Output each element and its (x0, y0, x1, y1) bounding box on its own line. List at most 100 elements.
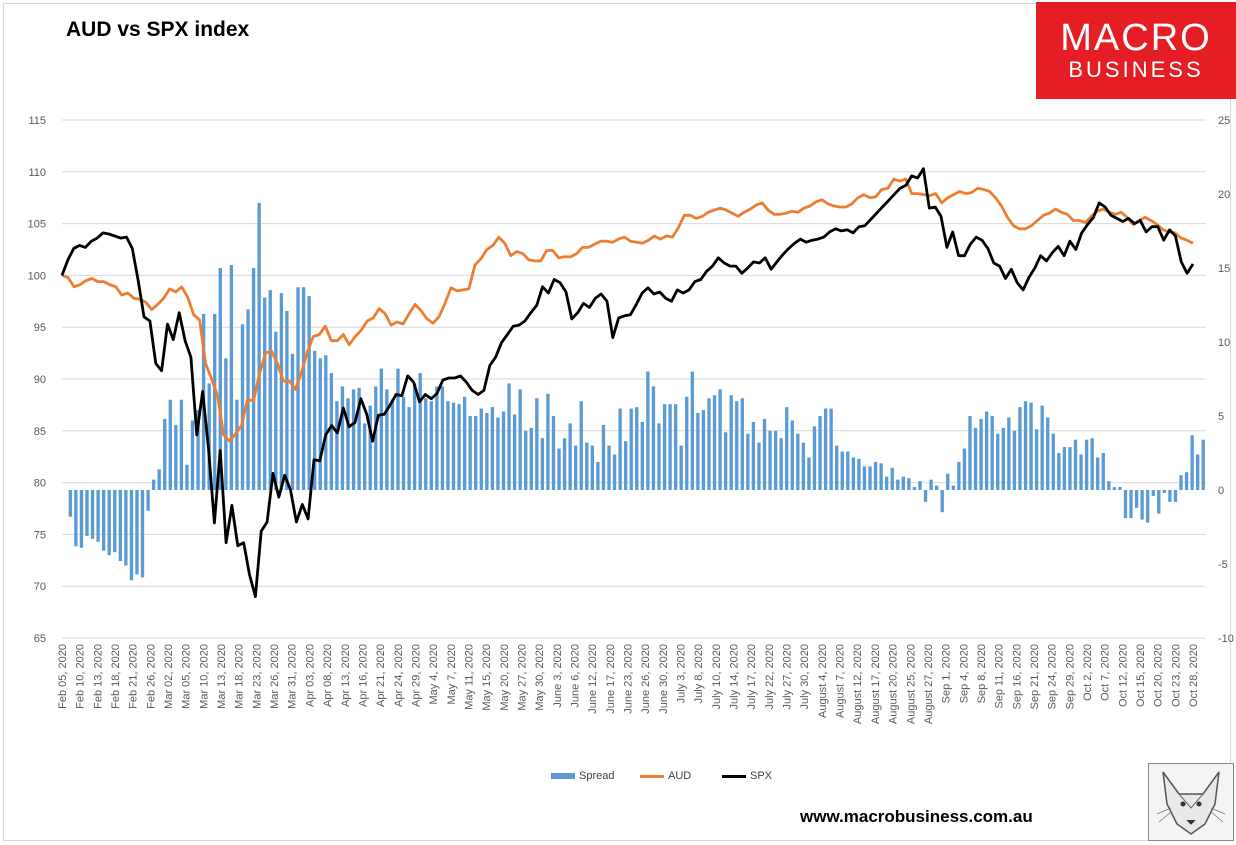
spread-bar (979, 418, 983, 490)
spread-bar (1173, 490, 1178, 502)
spread-bar (235, 399, 239, 490)
left-axis-tick-label: 95 (34, 322, 46, 334)
spread-bar (918, 481, 922, 490)
spread-bar (751, 421, 756, 490)
legend-spread-label: Spread (579, 770, 615, 782)
spread-bar (285, 310, 289, 490)
spread-bar (585, 442, 589, 490)
x-axis-date-label: August 12, 2020 (852, 644, 864, 724)
x-axis-date-label: June 12, 2020 (587, 644, 599, 714)
x-axis-date-label: June 23, 2020 (623, 644, 635, 714)
x-axis-date-label: Sep 1, 2020 (941, 644, 953, 703)
x-axis-date-label: May 11, 2020 (463, 644, 475, 710)
spread-bar (1196, 454, 1200, 490)
spx-line (60, 167, 1195, 598)
spread-bar (1146, 490, 1150, 523)
spread-bar (174, 424, 178, 490)
right-axis-tick-label: 10 (1218, 337, 1230, 349)
spread-bar (574, 445, 578, 490)
spread-bar (590, 445, 595, 490)
spread-bar (723, 432, 728, 490)
spread-bar (451, 402, 456, 490)
spread-bar (968, 416, 972, 490)
spread-bar (868, 466, 872, 490)
spread-bar (951, 485, 955, 490)
spread-bar (196, 410, 200, 490)
spread-bar (801, 442, 806, 490)
x-axis-date-label: June 6, 2020 (569, 644, 581, 708)
x-axis-date-label: May 15, 2020 (481, 644, 493, 711)
x-axis-date-label: July 3, 2020 (676, 644, 688, 703)
x-axis-date-label: Mar 23, 2020 (251, 644, 263, 709)
legend-spread: Spread (551, 770, 614, 782)
spread-bar (740, 398, 744, 490)
spread-bar (418, 373, 422, 490)
spread-bar (662, 404, 667, 490)
legend-aud: AUD (640, 770, 691, 782)
x-axis-date-label: July 27, 2020 (782, 644, 794, 709)
spread-bar (1079, 454, 1083, 490)
spread-bar (551, 416, 556, 490)
spread-bar (401, 396, 406, 490)
x-axis-date-label: Feb 21, 2020 (128, 644, 140, 709)
legend-aud-label: AUD (668, 770, 692, 782)
spread-bar (829, 408, 833, 490)
spread-bar (318, 358, 322, 490)
right-axis-tick-label: -10 (1218, 633, 1234, 645)
legend-aud-swatch (640, 774, 664, 778)
x-axis-date-label: Mar 31, 2020 (287, 644, 299, 709)
spread-bar (290, 353, 295, 490)
fox-icon (1156, 771, 1226, 835)
left-axis-tick-label: 85 (34, 426, 46, 438)
spread-bar (1179, 475, 1183, 490)
spread-bar (1018, 407, 1022, 490)
spread-bar (357, 387, 361, 490)
spread-bar (773, 430, 778, 490)
spread-bar (440, 386, 445, 490)
spread-bar (1084, 439, 1089, 490)
spread-bar (1029, 402, 1033, 490)
spread-bar (557, 448, 561, 490)
spread-bar (512, 414, 517, 490)
x-axis-date-label: July 14, 2020 (729, 644, 741, 709)
spread-bar (79, 490, 84, 548)
spread-bar (1001, 427, 1005, 490)
spread-bar (790, 420, 794, 490)
spread-bar (1090, 438, 1094, 490)
chart-title: AUD vs SPX index (66, 18, 250, 41)
spread-bar (996, 433, 1000, 490)
spread-bar (457, 404, 461, 490)
spread-bar (1101, 453, 1105, 490)
spread-bar (1184, 472, 1189, 490)
x-axis-date-label: Mar 18, 2020 (234, 644, 246, 709)
x-axis-date-label: May 4, 2020 (428, 644, 440, 705)
spread-bar (901, 476, 906, 490)
spread-bar (629, 408, 633, 490)
spread-bar (1168, 490, 1172, 502)
spread-bar (757, 442, 761, 490)
spread-bar (68, 490, 72, 517)
x-axis-date-label: Feb 05, 2020 (57, 644, 69, 709)
left-axis-tick-label: 70 (34, 581, 46, 593)
x-axis-date-label: May 30, 2020 (534, 644, 546, 711)
spread-bar (279, 293, 284, 490)
logo-line-2: BUSINESS (1068, 57, 1204, 82)
right-axis-tick-label: 20 (1218, 189, 1230, 201)
spread-bar (823, 408, 828, 490)
x-axis-date-label: June 30, 2020 (658, 644, 670, 714)
spread-bar (1112, 487, 1117, 490)
spread-bar (934, 485, 939, 490)
x-axis-date-label: Oct 2, 2020 (1082, 644, 1094, 701)
spread-bar (446, 401, 450, 490)
x-axis-date-label: Feb 13, 2020 (92, 644, 104, 709)
spread-bar (257, 202, 261, 490)
spread-bar (946, 473, 950, 490)
spread-bar (1157, 490, 1161, 514)
x-axis-date-label: Sep 21, 2020 (1029, 644, 1041, 709)
x-axis-date-label: July 10, 2020 (711, 644, 723, 709)
spread-bar (879, 463, 883, 490)
spread-bar (1107, 481, 1111, 490)
spread-bar (474, 416, 478, 490)
x-axis-date-label: July 30, 2020 (799, 644, 811, 709)
spread-bar (668, 404, 672, 490)
